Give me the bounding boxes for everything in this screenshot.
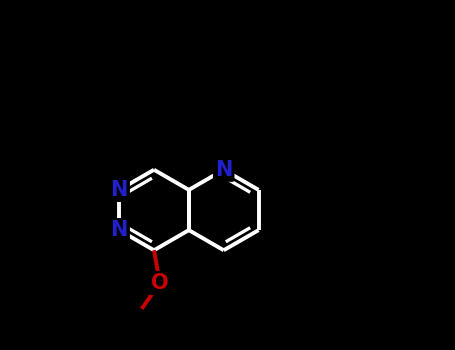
Text: N: N [215, 160, 233, 180]
Text: N: N [111, 180, 128, 200]
Text: N: N [111, 220, 128, 240]
Text: O: O [151, 273, 169, 293]
